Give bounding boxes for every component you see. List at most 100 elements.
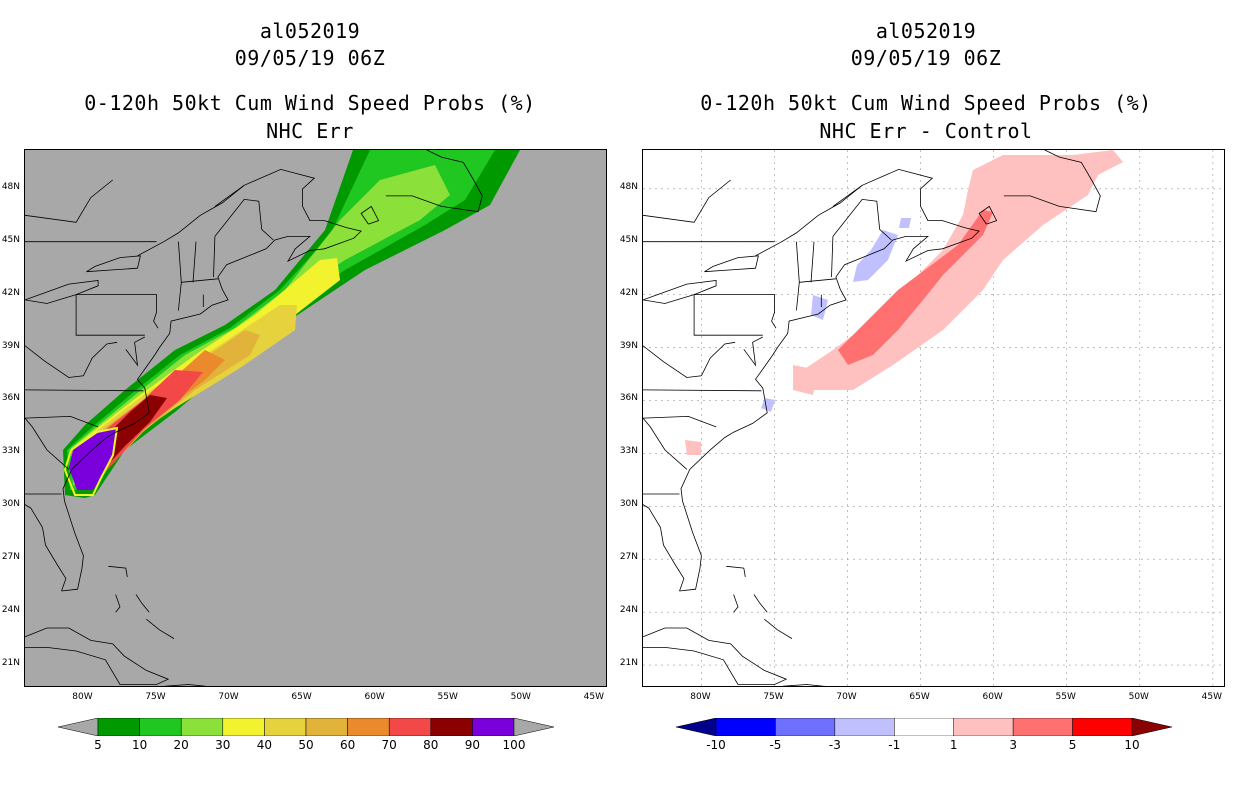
diff-positive-1-3-c <box>685 440 701 455</box>
coast-segment <box>743 336 763 367</box>
colorbar-swatch <box>430 718 473 736</box>
coast-segment <box>799 278 836 283</box>
right-title-date: 09/05/19 06Z <box>850 46 1002 70</box>
diff-negative-1-3-c <box>761 398 775 412</box>
colorbar-tick-label: 30 <box>215 738 231 752</box>
colorbar-swatch <box>139 718 182 736</box>
coast-segment <box>643 415 717 428</box>
colorbar-tick-label: 1 <box>949 738 958 752</box>
coast-segment <box>25 179 113 223</box>
coast-segment <box>831 236 834 278</box>
coast-segment <box>75 294 145 336</box>
colorbar-tick-label: 40 <box>256 738 273 752</box>
colorbar-tick-label: 50 <box>298 738 314 752</box>
colorbar-tick-label: 3 <box>1009 738 1017 752</box>
coast-segment <box>978 205 998 225</box>
coast-segment <box>643 179 731 223</box>
swath-100-outline <box>63 426 119 496</box>
coast-segment <box>755 184 863 257</box>
coast-segment <box>192 241 197 283</box>
coast-segment <box>213 236 216 278</box>
colorbar-swatch <box>775 718 836 736</box>
colorbar-swatch <box>97 718 140 736</box>
colorbar-tick-label: 80 <box>423 738 439 752</box>
colorbar-tick-label: 70 <box>381 738 397 752</box>
right-difference-map <box>642 149 1225 687</box>
coast-segment <box>733 594 739 613</box>
coast-segment <box>693 294 763 336</box>
swath-100 <box>69 428 117 490</box>
coast-segment <box>108 565 128 577</box>
diff-negative-1-3-d <box>899 218 911 228</box>
left-coastline <box>25 150 483 686</box>
coast-segment <box>25 280 99 304</box>
coast-segment <box>25 627 170 685</box>
colorbar-tick-label: 10 <box>1124 738 1140 752</box>
coast-segment <box>643 504 685 592</box>
lat-label: 30N <box>619 499 638 510</box>
colorbar-swatch <box>347 718 390 736</box>
left-colorbar <box>58 718 554 736</box>
lat-label: 39N <box>1 340 20 351</box>
lat-label: 39N <box>619 340 638 351</box>
lat-label: 48N <box>619 181 638 192</box>
colorbar-tick-label: 10 <box>131 738 148 752</box>
lon-label: 70W <box>218 692 239 702</box>
coast-segment <box>753 594 768 613</box>
coast-segment <box>25 417 70 470</box>
colorbar-swatch <box>264 718 307 736</box>
diff-negative-1-3-a <box>853 230 898 282</box>
left-probability-map <box>24 149 607 687</box>
lon-label: 55W <box>1055 692 1076 702</box>
right-colorbar <box>676 718 1172 736</box>
coast-segment <box>76 294 159 329</box>
coast-segment <box>25 415 99 428</box>
coast-segment <box>726 565 746 577</box>
coast-segment <box>25 341 118 378</box>
colorbar-swatch <box>222 718 265 736</box>
colorbar-arrow-high <box>1131 718 1172 736</box>
colorbar-swatch <box>894 718 954 736</box>
lon-label: 65W <box>909 692 930 702</box>
coast-segment <box>810 241 815 283</box>
colorbar-swatch <box>834 718 895 736</box>
lat-label: 27N <box>1 552 20 563</box>
left-title-date: 09/05/19 06Z <box>234 46 386 70</box>
coast-segment <box>181 278 218 283</box>
lon-label: 55W <box>437 692 458 702</box>
colorbar-tick-label: 5 <box>94 738 102 752</box>
colorbar-swatch <box>305 718 348 736</box>
coast-segment <box>679 168 980 592</box>
coast-segment <box>704 255 759 273</box>
coast-segment <box>135 594 150 613</box>
coast-segment <box>643 341 736 378</box>
lat-label: 42N <box>1 287 20 298</box>
lat-label: 33N <box>1 446 20 457</box>
lon-label: 80W <box>72 692 93 702</box>
colorbar-swatch <box>1012 718 1073 736</box>
coast-segment <box>61 168 362 592</box>
colorbar-tick-label: 5 <box>1068 738 1077 752</box>
right-title-storm: al052019 <box>875 19 977 43</box>
right-map-svg <box>643 150 1224 686</box>
colorbar-tick-label: 90 <box>464 738 481 752</box>
coast-segment <box>694 294 777 329</box>
right-title-product: 0-120h 50kt Cum Wind Speed Probs (%) <box>700 91 1152 115</box>
colorbar-swatch <box>1072 718 1133 736</box>
colorbar-swatch <box>953 718 1014 736</box>
coast-segment <box>360 205 380 225</box>
colorbar-arrow-low <box>676 718 717 736</box>
coast-segment <box>146 618 175 639</box>
coast-segment <box>643 280 717 304</box>
colorbar-arrow-high <box>513 718 554 736</box>
colorbar-swatch <box>388 718 432 736</box>
right-title-variant: NHC Err - Control <box>819 119 1033 143</box>
lon-label: 65W <box>291 692 312 702</box>
left-title-storm: al052019 <box>259 19 361 43</box>
colorbar-tick-label: -5 <box>769 738 782 752</box>
coast-segment <box>115 594 121 613</box>
lat-label: 48N <box>1 181 20 192</box>
lat-label: 21N <box>619 658 638 669</box>
colorbar-arrow-low <box>58 718 99 736</box>
coast-segment <box>764 618 793 639</box>
